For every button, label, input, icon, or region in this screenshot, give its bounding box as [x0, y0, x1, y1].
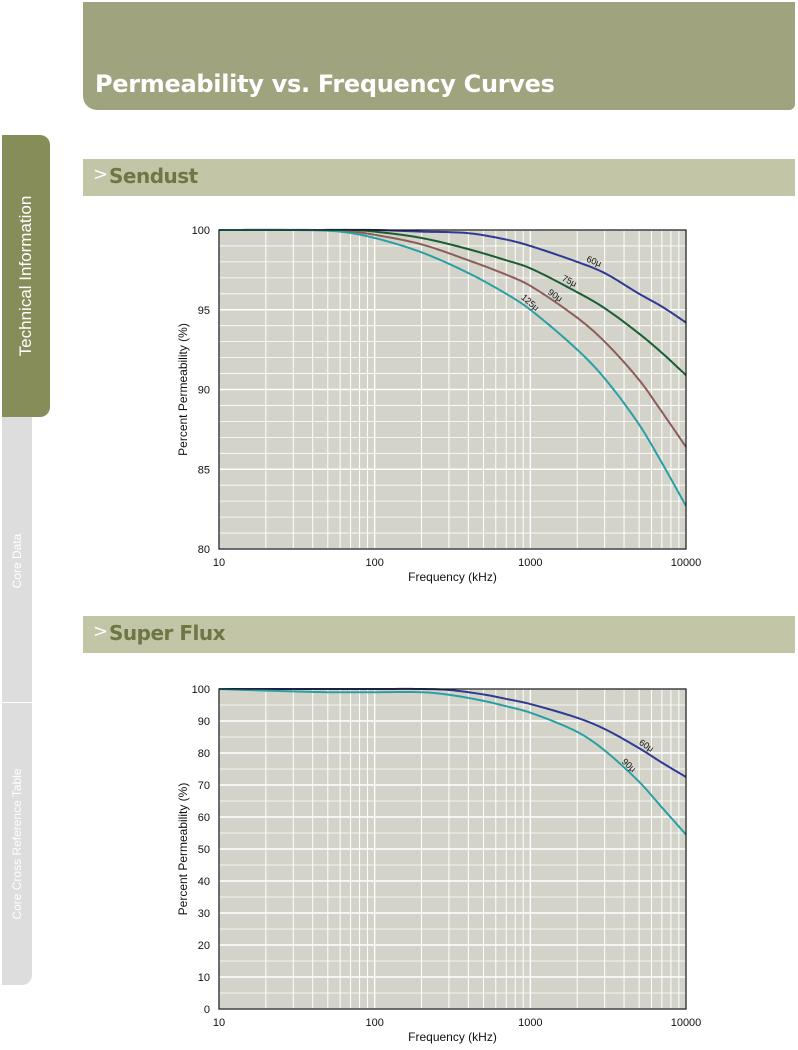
- side-tab-label: Core Data: [10, 533, 24, 589]
- side-tab-label: Technical Information: [16, 195, 35, 357]
- series-line: [218, 688, 687, 836]
- y-tick-label: 100: [192, 225, 210, 237]
- section-header-super-flux: > Super Flux: [83, 616, 795, 653]
- y-tick-label: 85: [198, 464, 210, 476]
- plot-frame: [218, 688, 687, 1010]
- y-tick-label: 70: [198, 780, 210, 792]
- section-title: Sendust: [109, 164, 198, 188]
- x-tick-label: 100: [365, 1017, 383, 1029]
- series-line: [219, 228, 687, 507]
- x-axis-label: Frequency (kHz): [408, 570, 497, 584]
- y-axis-label: Percent Permeability (%): [176, 783, 190, 916]
- y-tick-label: 40: [198, 876, 210, 888]
- y-tick-label: 20: [198, 940, 210, 952]
- side-tab-core-data[interactable]: Core Data: [2, 420, 32, 702]
- y-tick-label: 80: [198, 544, 210, 556]
- y-tick-label: 90: [198, 385, 210, 397]
- side-tab-technical-information[interactable]: Technical Information: [2, 135, 50, 417]
- y-tick-label: 100: [192, 684, 210, 696]
- y-tick-label: 80: [198, 748, 210, 760]
- side-tab-label: Core Cross Reference Table: [10, 768, 24, 920]
- y-tick-label: 10: [198, 972, 210, 984]
- y-axis-label: Percent Permeability (%): [176, 323, 190, 456]
- x-tick-label: 10: [213, 557, 225, 569]
- section-header-sendust: > Sendust: [83, 159, 795, 196]
- x-tick-label: 10000: [671, 557, 702, 569]
- chevron-right-icon: >: [93, 164, 109, 185]
- chevron-right-icon: >: [93, 621, 109, 642]
- y-tick-label: 0: [204, 1004, 210, 1016]
- x-tick-label: 100: [365, 557, 383, 569]
- series-line: [218, 228, 687, 448]
- page-title: Permeability vs. Frequency Curves: [95, 70, 555, 98]
- side-tab-divider: [2, 702, 32, 703]
- y-tick-label: 50: [198, 844, 210, 856]
- x-tick-label: 10000: [671, 1017, 702, 1029]
- y-tick-label: 30: [198, 908, 210, 920]
- side-tab-core-cross-reference[interactable]: Core Cross Reference Table: [2, 703, 32, 985]
- side-tab-background: [2, 405, 32, 985]
- section-title: Super Flux: [109, 621, 226, 645]
- y-tick-label: 95: [198, 305, 210, 317]
- x-tick-label: 1000: [518, 1017, 542, 1029]
- x-tick-label: 10: [213, 1017, 225, 1029]
- y-tick-label: 90: [198, 716, 210, 728]
- y-tick-label: 60: [198, 812, 210, 824]
- x-tick-label: 1000: [518, 557, 542, 569]
- page-header: Permeability vs. Frequency Curves: [83, 2, 795, 110]
- plot-frame: [218, 229, 687, 550]
- x-axis-label: Frequency (kHz): [408, 1030, 497, 1044]
